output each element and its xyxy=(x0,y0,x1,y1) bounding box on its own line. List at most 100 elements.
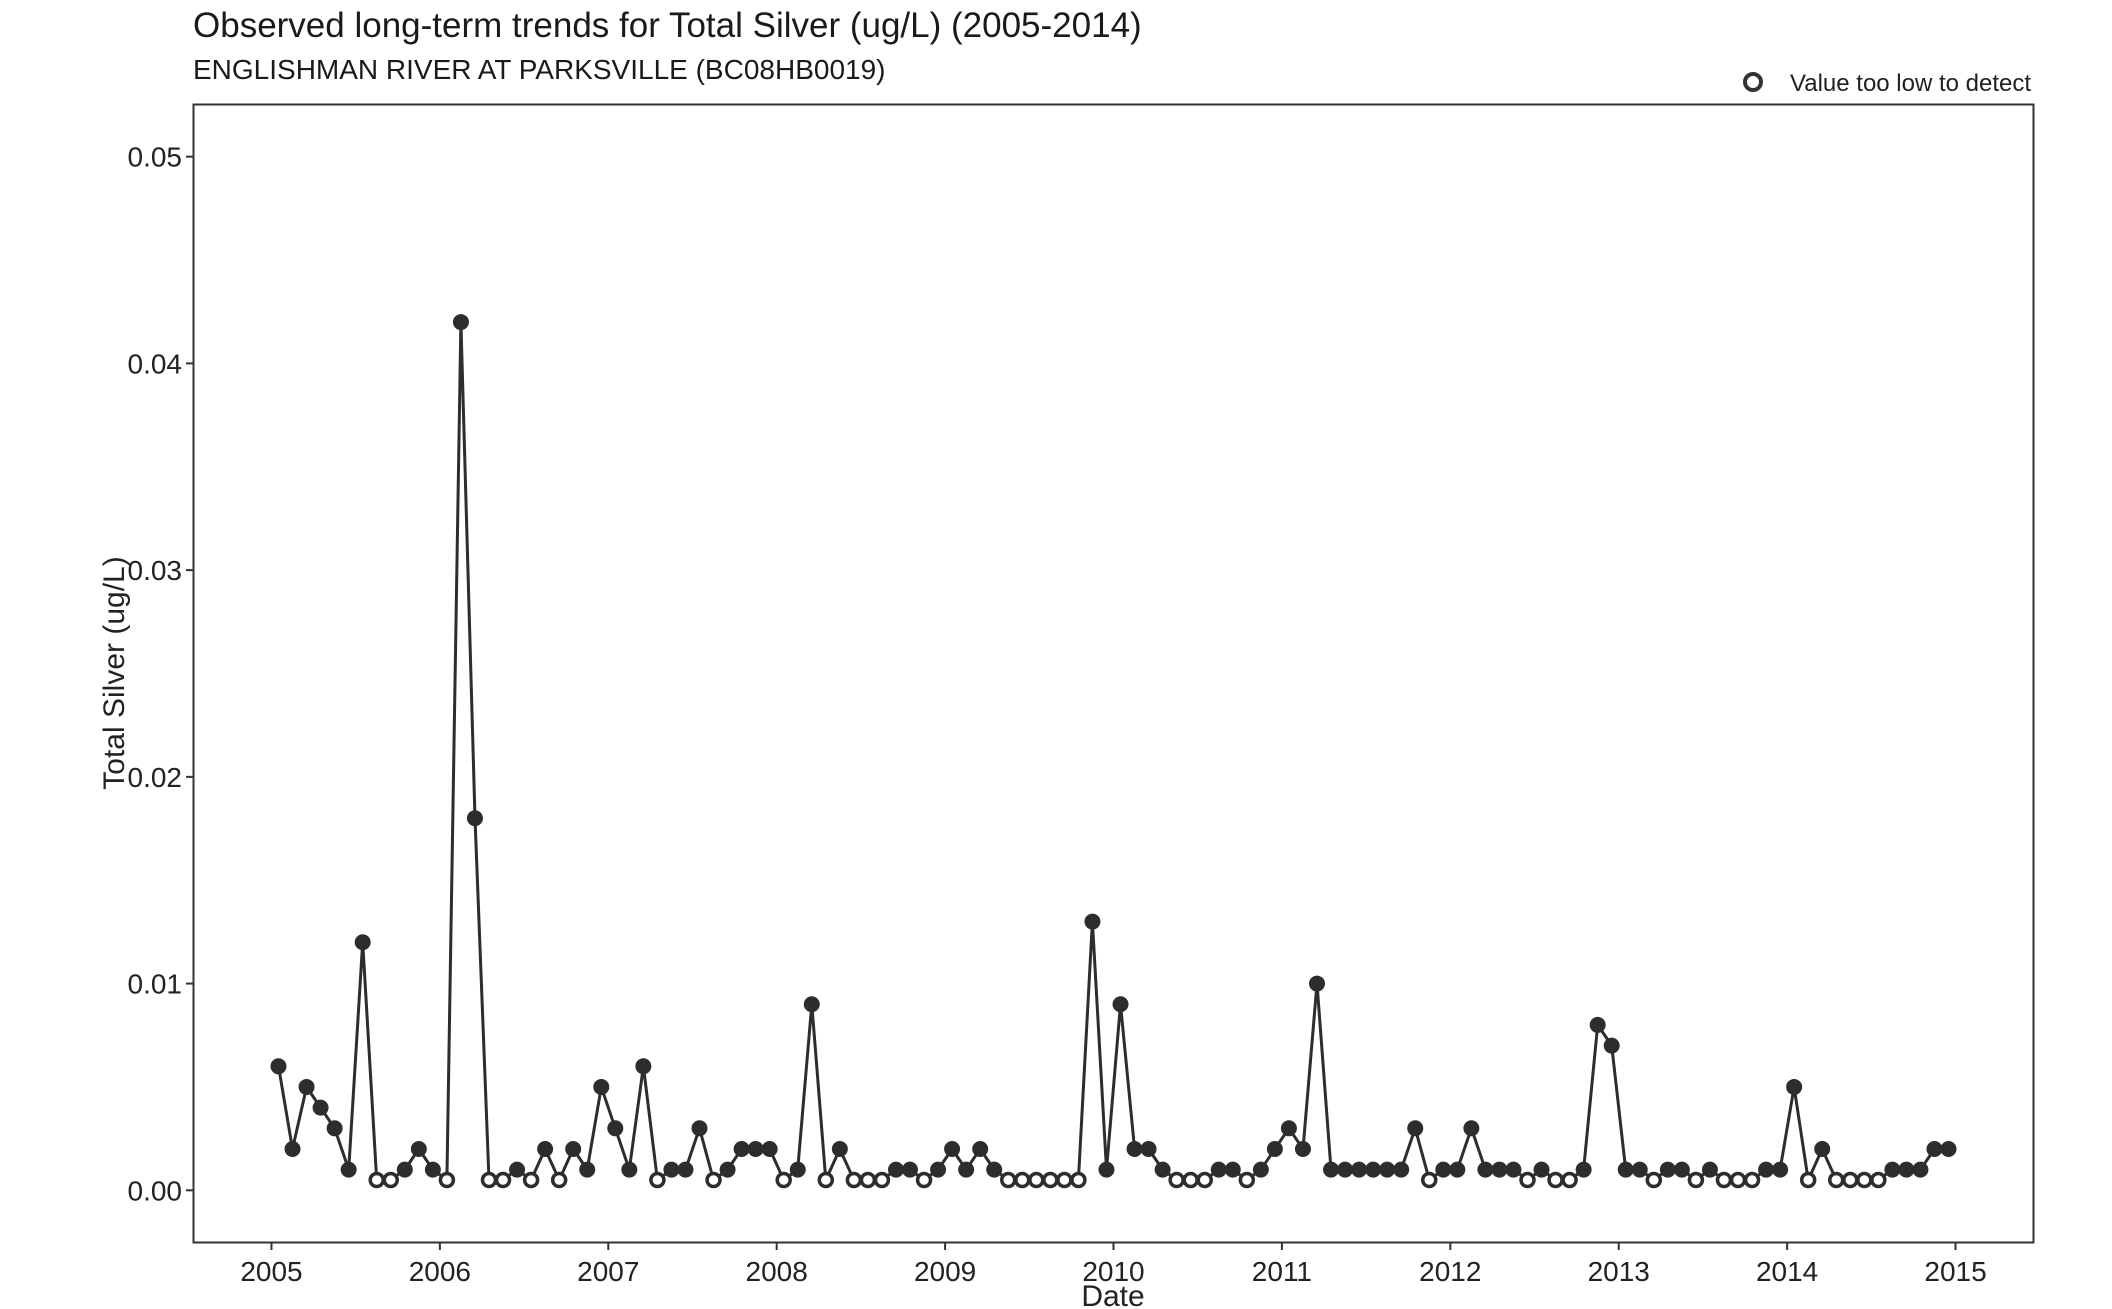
x-tick-label: 2008 xyxy=(746,1256,808,1287)
data-point xyxy=(1940,1140,1957,1157)
non-detect-point xyxy=(649,1171,666,1189)
data-point xyxy=(986,1161,1003,1178)
non-detect-point xyxy=(1729,1171,1747,1189)
data-point xyxy=(1912,1161,1929,1178)
data-point xyxy=(1814,1140,1831,1157)
data-point xyxy=(621,1161,638,1178)
y-tick-label: 0.01 xyxy=(128,969,183,1000)
non-detect-point xyxy=(1028,1171,1045,1189)
data-point xyxy=(537,1140,554,1157)
x-axis-label: Date xyxy=(1081,1280,1144,1309)
non-detect-point xyxy=(1056,1171,1073,1189)
non-detect-point xyxy=(1168,1171,1185,1189)
x-tick-label: 2009 xyxy=(914,1256,976,1287)
non-detect-point xyxy=(1014,1171,1031,1189)
non-detect-point xyxy=(873,1171,891,1189)
data-point xyxy=(1772,1161,1789,1178)
legend-open-circle-icon xyxy=(1743,72,1763,92)
y-tick-label: 0.00 xyxy=(128,1175,183,1206)
data-point xyxy=(298,1078,315,1095)
data-point xyxy=(635,1058,652,1075)
non-detect-point xyxy=(480,1171,498,1189)
data-point xyxy=(1617,1161,1634,1178)
data-point xyxy=(1589,1016,1606,1033)
data-point xyxy=(1084,913,1101,930)
non-detect-point xyxy=(817,1171,835,1189)
non-detect-point xyxy=(1238,1171,1256,1189)
data-point xyxy=(326,1120,343,1137)
data-point xyxy=(747,1140,764,1157)
data-point xyxy=(1533,1161,1550,1178)
data-point xyxy=(410,1140,427,1157)
data-point xyxy=(1337,1161,1354,1178)
data-point xyxy=(761,1140,778,1157)
data-point xyxy=(424,1161,441,1178)
non-detect-point xyxy=(1182,1171,1199,1189)
data-point xyxy=(452,314,469,331)
non-detect-point xyxy=(845,1171,863,1189)
data-point xyxy=(1393,1161,1410,1178)
data-point xyxy=(719,1161,736,1178)
data-point xyxy=(887,1161,904,1178)
data-point xyxy=(1351,1161,1368,1178)
x-axis: 2005 2006 2007 2008 2009 2010 2011 2012 2013 2014… xyxy=(240,1242,1987,1287)
x-tick-label: 2007 xyxy=(577,1256,639,1287)
data-point xyxy=(1898,1161,1915,1178)
data-point xyxy=(1379,1161,1396,1178)
data-point xyxy=(1126,1140,1143,1157)
data-point xyxy=(1575,1161,1592,1178)
data-point xyxy=(1154,1161,1171,1178)
non-detect-point xyxy=(1827,1171,1845,1189)
data-point xyxy=(1449,1161,1466,1178)
data-point xyxy=(930,1161,947,1178)
y-tick-label: 0.05 xyxy=(128,142,183,173)
data-point xyxy=(396,1161,413,1178)
data-point xyxy=(1308,975,1325,992)
data-point xyxy=(607,1120,624,1137)
x-tick-label: 2006 xyxy=(409,1256,471,1287)
data-point xyxy=(1659,1161,1676,1178)
chart-title: Observed long-term trends for Total Silv… xyxy=(193,6,1142,45)
data-point xyxy=(1407,1120,1424,1137)
y-tick-label: 0.02 xyxy=(128,762,183,793)
data-point xyxy=(1491,1161,1508,1178)
data-point xyxy=(1224,1161,1241,1178)
non-detect-point xyxy=(1645,1171,1663,1189)
data-point xyxy=(312,1099,329,1116)
x-tick-label: 2013 xyxy=(1588,1256,1650,1287)
plot-panel xyxy=(192,103,2035,1244)
data-point xyxy=(466,810,483,827)
x-tick-label: 2011 xyxy=(1252,1256,1312,1287)
data-point xyxy=(1758,1161,1775,1178)
non-detect-point xyxy=(1687,1171,1705,1189)
data-point xyxy=(972,1140,989,1157)
non-detect-point xyxy=(1715,1171,1733,1189)
x-tick-label: 2015 xyxy=(1924,1256,1986,1287)
non-detect-point xyxy=(1856,1171,1873,1189)
y-tick-label: 0.03 xyxy=(128,555,183,586)
data-point xyxy=(1210,1161,1227,1178)
data-point xyxy=(958,1161,975,1178)
data-point xyxy=(831,1140,848,1157)
y-axis: 0.00 0.01 0.02 0.03 0.04 0.05 xyxy=(128,142,194,1206)
non-detect-point xyxy=(382,1171,400,1189)
legend: Value too low to detect xyxy=(1743,70,2031,97)
non-detect-point xyxy=(1561,1171,1578,1189)
data-point xyxy=(691,1120,708,1137)
data-point xyxy=(1477,1161,1494,1178)
data-point xyxy=(1701,1161,1718,1178)
data-point xyxy=(1463,1120,1480,1137)
data-point xyxy=(1098,1161,1115,1178)
data-point xyxy=(1365,1161,1382,1178)
non-detect-point xyxy=(915,1171,933,1189)
data-point xyxy=(1252,1161,1269,1178)
y-axis-label: Total Silver (ug/L) xyxy=(98,556,131,789)
data-point xyxy=(565,1140,582,1157)
x-tick-label: 2005 xyxy=(240,1256,302,1287)
data-point xyxy=(284,1140,301,1157)
data-point xyxy=(340,1161,357,1178)
data-point xyxy=(354,934,371,951)
non-detect-point xyxy=(1196,1171,1213,1189)
data-point xyxy=(1435,1161,1452,1178)
non-detect-point xyxy=(999,1171,1017,1189)
